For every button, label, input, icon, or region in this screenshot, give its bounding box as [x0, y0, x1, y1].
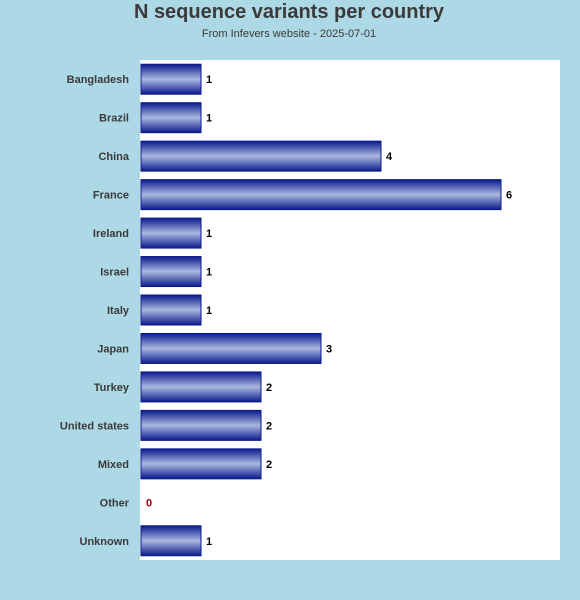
category-label-israel: Israel	[100, 267, 129, 279]
bar-japan	[140, 332, 322, 364]
category-label-japan: Japan	[97, 343, 129, 355]
category-label-turkey: Turkey	[94, 382, 130, 394]
value-label-united-states: 2	[266, 420, 272, 432]
category-label-italy: Italy	[107, 305, 130, 317]
bar-france	[140, 179, 502, 211]
chart-subtitle: From Infevers website - 2025-07-01	[201, 28, 377, 40]
bar-united-states	[140, 409, 262, 441]
value-label-brazil: 1	[206, 113, 212, 125]
value-label-japan: 3	[326, 343, 332, 355]
value-label-israel: 1	[206, 267, 212, 279]
category-label-ireland: Ireland	[93, 228, 129, 240]
value-label-italy: 1	[206, 305, 212, 317]
bar-bangladesh	[140, 63, 202, 95]
bar-mixed	[140, 448, 262, 480]
value-label-bangladesh: 1	[206, 74, 212, 86]
category-label-united-states: United states	[60, 420, 129, 432]
value-label-other: 0	[146, 497, 152, 509]
bar-unknown	[140, 525, 202, 557]
category-label-brazil: Brazil	[99, 113, 129, 125]
value-label-ireland: 1	[206, 228, 212, 240]
bar-turkey	[140, 371, 262, 403]
category-label-mixed: Mixed	[98, 459, 129, 471]
bar-brazil	[140, 102, 202, 134]
category-label-china: China	[98, 151, 129, 163]
value-label-turkey: 2	[266, 382, 272, 394]
value-label-mixed: 2	[266, 459, 272, 471]
category-label-other: Other	[100, 497, 130, 509]
bar-china	[140, 140, 382, 172]
bar-israel	[140, 256, 202, 288]
value-label-unknown: 1	[206, 536, 212, 548]
chart-title: N sequence variants per country	[133, 1, 445, 23]
bar-italy	[140, 294, 202, 326]
category-label-bangladesh: Bangladesh	[67, 74, 130, 86]
value-label-france: 6	[506, 190, 512, 202]
category-label-unknown: Unknown	[80, 536, 130, 548]
category-label-france: France	[93, 190, 129, 202]
value-label-china: 4	[386, 151, 393, 163]
bar-ireland	[140, 217, 202, 249]
